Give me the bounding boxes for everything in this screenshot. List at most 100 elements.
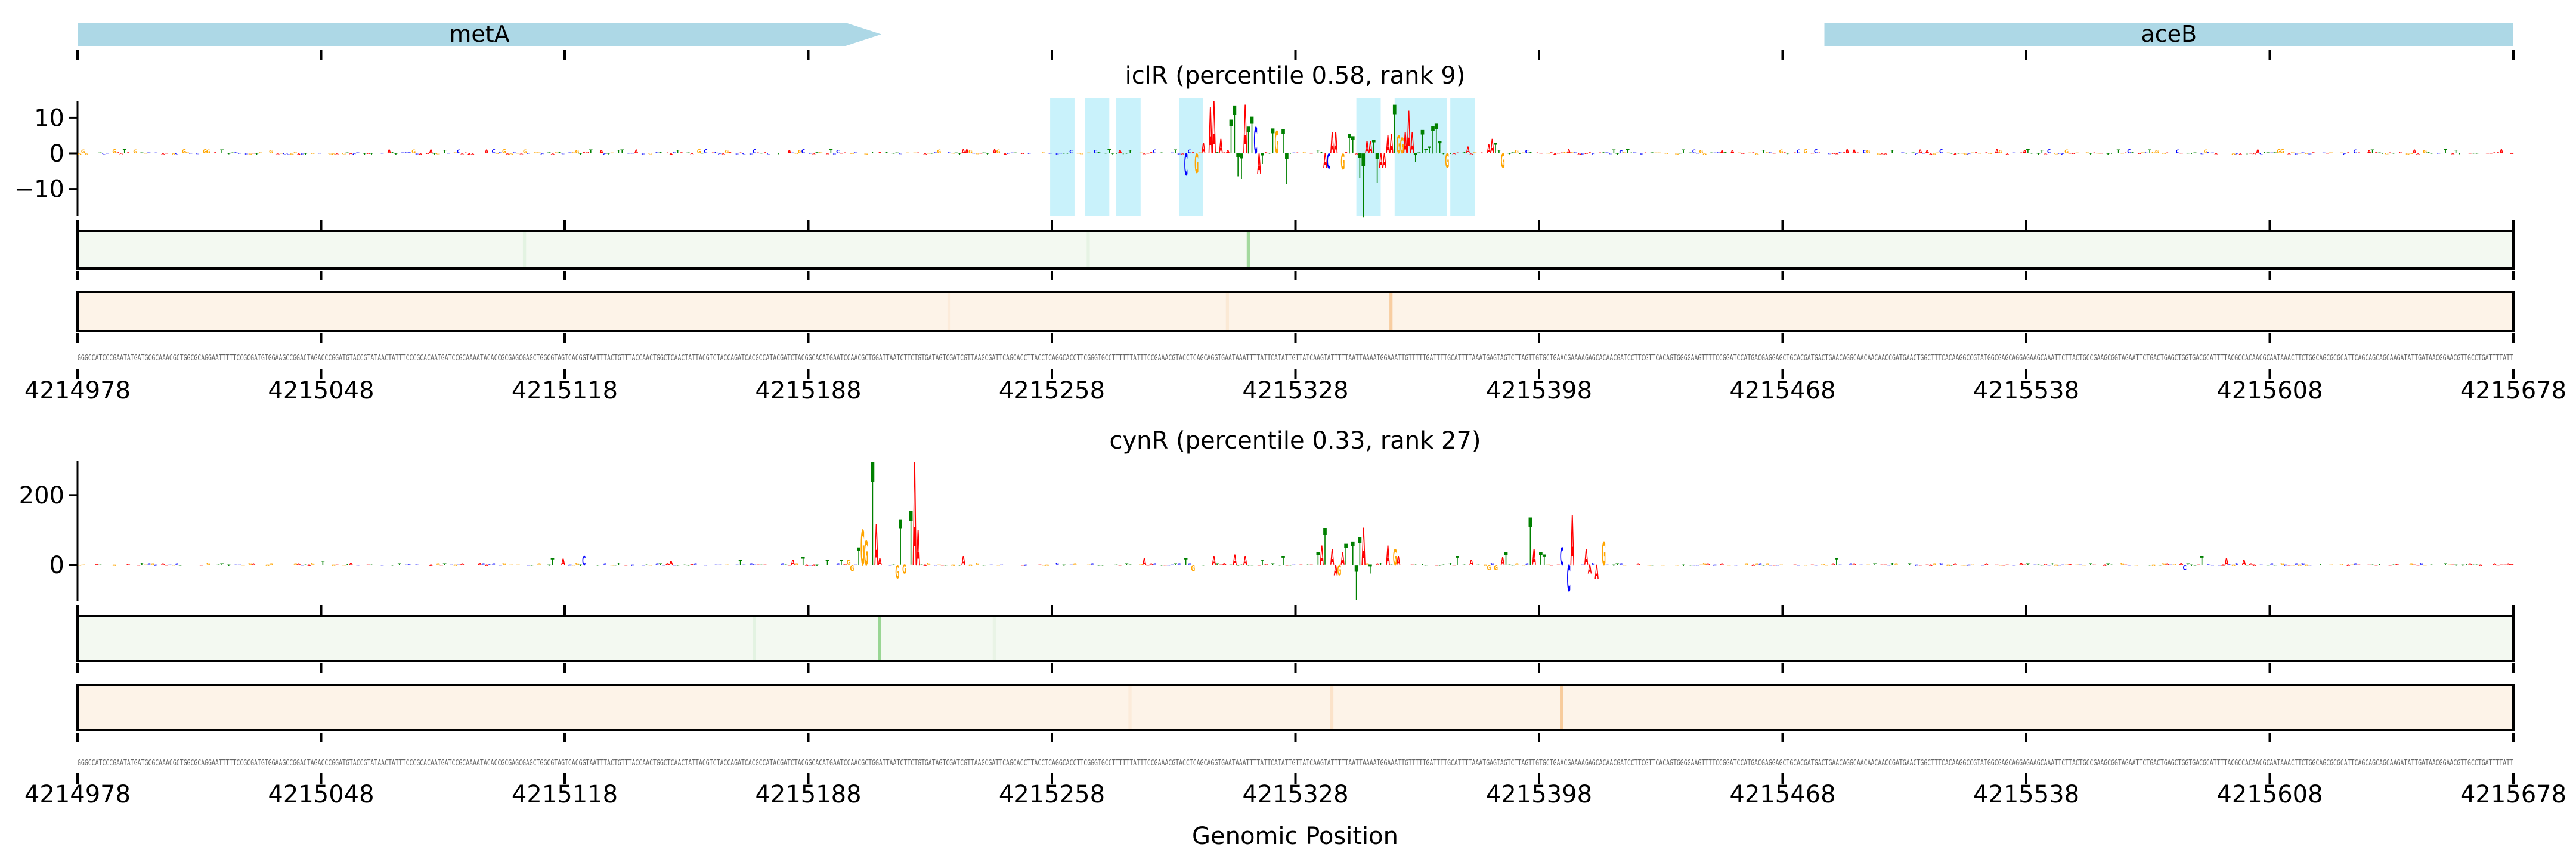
logo-letter-A: A — [1020, 153, 1024, 155]
logo-letter-G: G — [1198, 152, 1202, 154]
logo-letter-C: C — [1177, 153, 1181, 155]
logo-letter-T: T — [1281, 554, 1285, 568]
logo-letter-C: C — [2079, 564, 2083, 565]
logo-letter-T: T — [1358, 147, 1362, 187]
logo-letter-T: T — [1372, 137, 1376, 158]
logo-letter-T: T — [958, 565, 962, 566]
logo-letter-C: C — [300, 565, 304, 566]
heatmap-stripe — [1246, 231, 1250, 268]
logo-letter-C: C — [1581, 564, 1585, 565]
logo-letter-C: C — [561, 153, 565, 155]
logo-letter-A: A — [126, 152, 131, 154]
logo-letter-T: T — [815, 152, 819, 154]
logo-letter-T: T — [1424, 149, 1428, 156]
logo-letter-C: C — [2235, 153, 2239, 155]
heatmap-frame — [76, 615, 2515, 662]
logo-letter-T: T — [2051, 563, 2054, 566]
logo-letter-G: G — [1563, 152, 1568, 154]
logo-letter-C: C — [1055, 563, 1059, 566]
logo-letter-C: C — [1609, 153, 1613, 155]
logo-letter-G: G — [1998, 565, 2002, 566]
logo-letter-T: T — [1428, 145, 1431, 156]
logo-letter-A: A — [2138, 153, 2142, 155]
logo-letter-T: T — [1723, 152, 1727, 154]
logo-letter-G: G — [293, 152, 298, 154]
logo-letter-T: T — [1786, 153, 1790, 155]
logo-letter-C: C — [380, 565, 385, 566]
logo-letter-A: A — [787, 565, 791, 566]
logo-letter-T: T — [1107, 148, 1111, 155]
logo-letter-A: A — [1636, 563, 1640, 566]
logo-letter-T: T — [1285, 146, 1289, 194]
logo-letter-C: C — [1696, 565, 1700, 566]
logo-letter-A: A — [1818, 153, 1822, 154]
logo-letter-T: T — [2026, 563, 2030, 566]
logo-letter-C: C — [2012, 565, 2017, 566]
logo-letter-T: T — [2377, 564, 2382, 565]
logo-letter-G: G — [1041, 565, 1045, 566]
logo-letter-T: T — [1014, 153, 1018, 154]
logo-letter-C: C — [1939, 563, 1943, 566]
logo-letter-T: T — [1355, 556, 1358, 611]
x-tick-label: 4215258 — [999, 377, 1105, 404]
logo-letter-A: A — [1118, 565, 1122, 566]
logo-letter-G: G — [436, 563, 440, 566]
logo-letter-G: G — [2291, 152, 2295, 154]
logo-letter-A: A — [1212, 554, 1216, 568]
logo-letter-C: C — [1574, 152, 1578, 154]
logo-letter-G: G — [1946, 153, 1950, 154]
logo-letter-A: A — [252, 563, 256, 566]
logo-letter-T: T — [1908, 563, 1912, 566]
logo-letter-A: A — [2496, 152, 2500, 154]
logo-letter-A: A — [728, 152, 732, 153]
logo-letter-A: A — [1330, 126, 1335, 160]
logo-letter-A: A — [961, 148, 965, 155]
logo-letter-C: C — [2437, 153, 2441, 155]
x-tick-label: 4215188 — [755, 781, 861, 808]
logo-letter-C: C — [488, 564, 493, 565]
logo-letter-G: G — [2409, 563, 2413, 566]
logo-letter-T: T — [2246, 565, 2250, 566]
logo-letter-C: C — [1769, 152, 1773, 154]
logo-letter-A: A — [1584, 546, 1589, 570]
logo-letter-T: T — [944, 565, 948, 566]
logo-letter-C: C — [735, 564, 739, 565]
logo-letter-A: A — [1146, 153, 1150, 154]
logo-letter-T: T — [1063, 153, 1067, 155]
logo-letter-A: A — [2287, 153, 2292, 155]
logo-letter-C: C — [1188, 563, 1191, 566]
logo-letter-T: T — [1442, 564, 1446, 565]
logo-letter-A: A — [1038, 564, 1042, 565]
logo-letter-C: C — [2354, 563, 2358, 566]
logo-letter-G: G — [1765, 563, 1769, 566]
logo-letter-G: G — [1755, 563, 1759, 566]
logo-letter-G: G — [1041, 152, 1045, 154]
logo-letter-A: A — [2019, 153, 2023, 154]
logo-letter-A: A — [2398, 152, 2402, 154]
logo-letter-T: T — [1911, 152, 1915, 153]
logo-letter-G: G — [1702, 563, 1707, 566]
logo-letter-A: A — [2374, 152, 2379, 154]
logo-letter-T: T — [1612, 565, 1617, 566]
logo-letter-T: T — [2026, 149, 2030, 156]
logo-letter-T: T — [871, 434, 875, 599]
logo-letter-C: C — [2210, 152, 2215, 153]
logo-letter-A: A — [586, 152, 590, 154]
x-tick-label: 4215048 — [268, 377, 374, 404]
logo-letter-C: C — [2235, 563, 2238, 566]
motif-highlight — [1394, 98, 1447, 216]
logo-letter-A: A — [923, 565, 927, 566]
logo-letter-A: A — [1567, 149, 1571, 156]
logo-letter-A: A — [1490, 135, 1494, 158]
logo-letter-T: T — [1289, 565, 1293, 566]
logo-letter-C: C — [1797, 565, 1801, 566]
logo-letter-G: G — [724, 564, 729, 565]
logo-letter-T: T — [1376, 146, 1379, 193]
logo-letter-T: T — [1615, 153, 1620, 155]
logo-letter-A: A — [561, 557, 565, 567]
logo-letter-G: G — [976, 563, 980, 566]
logo-letter-T: T — [123, 148, 126, 155]
logo-letter-G: G — [1661, 565, 1665, 566]
x-tick-label: 4215118 — [512, 377, 618, 404]
logo-letter-C: C — [2207, 564, 2211, 565]
